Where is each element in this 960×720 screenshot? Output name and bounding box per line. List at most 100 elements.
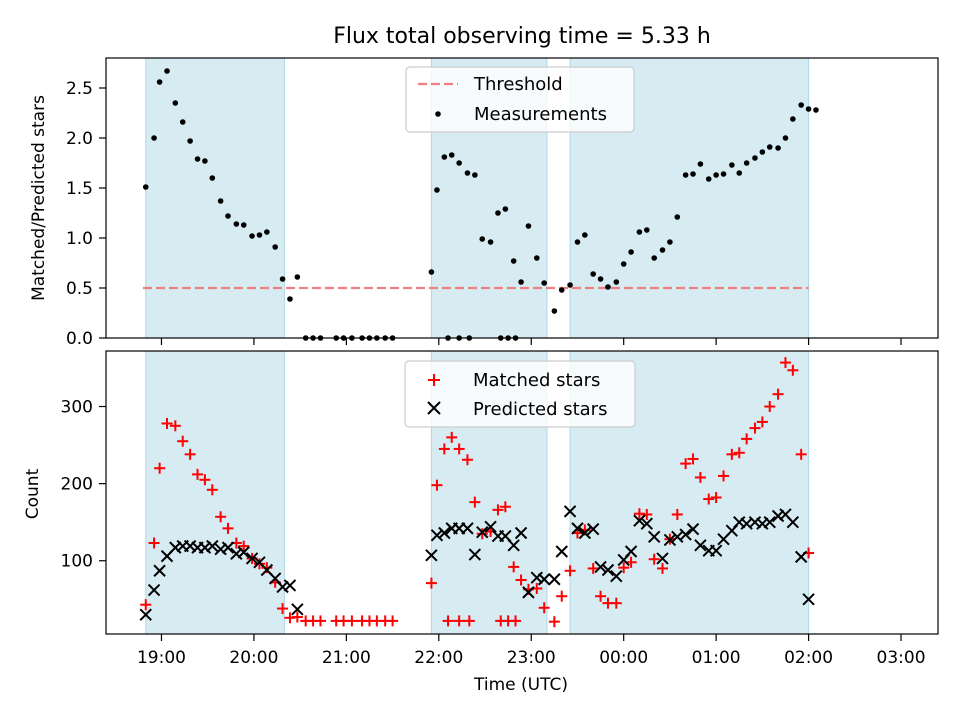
x-tick-label: 20:00 [229, 648, 278, 668]
top-y-axis-label: Matched/Predicted stars [29, 95, 49, 301]
top-y-tick-label: 2.0 [66, 129, 93, 149]
predicted-star-stroke-b [430, 529, 444, 542]
matched-stars-points [140, 357, 815, 628]
measurement-point [233, 221, 240, 227]
predicted-star-stroke-b [640, 517, 654, 530]
predicted-star-stroke-b [586, 522, 600, 536]
matched-star-point [694, 471, 706, 483]
predicted-star-stroke-b [571, 522, 584, 535]
measurement-point [533, 255, 540, 261]
matched-star-point [556, 590, 568, 602]
matched-star-point [703, 493, 715, 505]
measurement-point [194, 156, 201, 162]
legend-measurements-label: Measurements [474, 104, 607, 125]
matched-star-point [431, 479, 443, 491]
predicted-star-stroke-b [153, 564, 166, 577]
predicted-star-stroke-b [594, 560, 607, 574]
matched-star-point [346, 615, 358, 627]
matched-star-point [548, 616, 560, 628]
predicted-star-point [709, 544, 723, 557]
predicted-star-point [763, 515, 776, 529]
matched-star-point [222, 522, 234, 534]
measurement-point [667, 239, 673, 245]
predicted-star-point [153, 564, 166, 577]
matched-star-point [657, 562, 669, 574]
legend-matched-marker [428, 374, 440, 386]
measurement-point [434, 187, 440, 193]
matched-star-point [387, 615, 399, 627]
predicted-star-stroke-b [748, 515, 762, 529]
x-tick-label: 00:00 [599, 648, 648, 668]
predicted-star-point [198, 541, 212, 554]
measurement-point [225, 213, 231, 219]
predicted-star-point [430, 529, 444, 542]
matched-star-point [764, 401, 776, 413]
predicted-star-stroke-b [499, 529, 512, 543]
measurement-point [720, 171, 727, 177]
predicted-star-stroke-b [548, 573, 561, 586]
x-tick-label: 23:00 [507, 648, 556, 668]
predicted-star-stroke-b [476, 526, 489, 539]
measurement-point [464, 170, 471, 176]
predicted-star-point [147, 583, 161, 597]
matched-star-point [169, 420, 181, 432]
predicted-star-stroke-b [763, 515, 776, 529]
predicted-star-point [656, 552, 669, 565]
matched-star-point [671, 508, 683, 520]
predicted-star-stroke-b [507, 539, 520, 552]
predicted-star-stroke-b [709, 544, 723, 557]
measurement-point [256, 232, 263, 238]
predicted-star-stroke-b [468, 548, 482, 561]
matched-star-point [161, 417, 173, 429]
matched-star-point [726, 448, 738, 460]
predicted-star-stroke-b [633, 514, 646, 527]
predicted-star-stroke-b [214, 542, 227, 556]
predicted-star-stroke-b [786, 515, 800, 529]
predicted-star-stroke-b [438, 526, 451, 540]
predicted-star-point [555, 545, 568, 558]
measurement-point [472, 172, 478, 178]
measurement-point [202, 158, 208, 164]
matched-star-point [453, 615, 465, 627]
predicted-star-point [771, 509, 785, 523]
matched-star-point [442, 615, 454, 627]
matched-star-point [749, 422, 761, 434]
measurement-point [479, 236, 486, 242]
predicted-star-point [786, 515, 800, 529]
bottom-x-axis: 19:00 20:00 21:00 22:00 23:00 00:00 01:00 02:00… [137, 634, 926, 668]
predicted-star-point [206, 539, 219, 553]
measurement-point [743, 160, 750, 166]
measurement-point [551, 308, 558, 314]
predicted-star-stroke-b [461, 522, 474, 535]
measurement-point [766, 144, 773, 150]
predicted-star-stroke-b [555, 545, 568, 558]
predicted-star-point [733, 515, 746, 529]
measurement-point [240, 222, 247, 228]
matched-star-point [625, 556, 637, 568]
top-y-tick-label: 0.5 [66, 279, 93, 299]
predicted-star-stroke-b [647, 530, 661, 544]
bottom-y-tick-label: 300 [61, 398, 93, 418]
measurement-point [682, 172, 689, 178]
measurement-point [456, 160, 462, 166]
predicted-star-point [514, 526, 528, 540]
predicted-star-point [624, 545, 638, 558]
measurement-point [142, 184, 149, 190]
matched-star-point [238, 540, 250, 552]
top-y-tick-label: 1.0 [66, 229, 93, 249]
predicted-star-point [530, 571, 543, 584]
predicted-star-point [230, 547, 243, 561]
matched-star-point [587, 562, 599, 574]
predicted-star-point [522, 586, 535, 599]
matched-star-point [510, 615, 522, 627]
measurement-point [597, 276, 604, 282]
predicted-star-point [276, 580, 289, 594]
predicted-star-stroke-b [283, 579, 297, 592]
matched-star-point [741, 433, 753, 445]
predicted-stars-points [139, 505, 815, 621]
measurement-point [790, 116, 796, 122]
predicted-star-point [647, 530, 661, 544]
predicted-star-point [594, 560, 607, 574]
matched-star-point [154, 462, 166, 474]
